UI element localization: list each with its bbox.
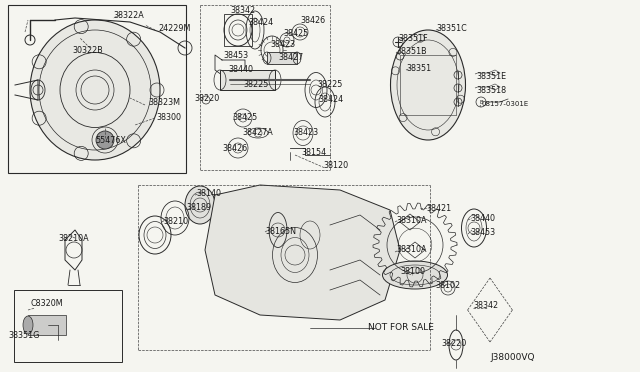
Bar bbox=[14, 290, 122, 362]
Text: 08157-0301E: 08157-0301E bbox=[482, 101, 529, 107]
Text: 38300: 38300 bbox=[156, 112, 181, 122]
Ellipse shape bbox=[185, 186, 215, 224]
Text: 38322A: 38322A bbox=[113, 10, 144, 19]
Text: 38225: 38225 bbox=[317, 80, 342, 89]
Text: 38425: 38425 bbox=[283, 29, 308, 38]
Text: 38421: 38421 bbox=[426, 203, 451, 212]
Text: 38426: 38426 bbox=[300, 16, 325, 25]
Text: 38351B: 38351B bbox=[396, 46, 427, 55]
Text: 38440: 38440 bbox=[228, 64, 253, 74]
Text: 38423: 38423 bbox=[293, 128, 318, 137]
Text: 38427A: 38427A bbox=[242, 128, 273, 137]
Text: B: B bbox=[479, 99, 483, 105]
Text: C8320M: C8320M bbox=[30, 299, 63, 308]
Text: 38424: 38424 bbox=[318, 94, 343, 103]
Text: 38100: 38100 bbox=[400, 267, 425, 276]
Text: 38426: 38426 bbox=[222, 144, 247, 153]
Text: J38000VQ: J38000VQ bbox=[490, 353, 534, 362]
Text: 38453: 38453 bbox=[223, 51, 248, 60]
Text: 38102: 38102 bbox=[435, 280, 460, 289]
Text: 38220: 38220 bbox=[441, 340, 467, 349]
Text: 38210A: 38210A bbox=[58, 234, 88, 243]
Text: 38120: 38120 bbox=[323, 160, 348, 170]
Bar bbox=[28, 315, 66, 335]
Text: 38225: 38225 bbox=[243, 80, 268, 89]
Text: 38351G: 38351G bbox=[8, 331, 40, 340]
Text: 55476X: 55476X bbox=[95, 135, 126, 144]
Bar bbox=[267, 52, 297, 64]
Text: 38310A: 38310A bbox=[396, 246, 426, 254]
Polygon shape bbox=[205, 185, 400, 320]
Text: 24229M: 24229M bbox=[158, 23, 190, 32]
Circle shape bbox=[96, 131, 114, 149]
Text: 38351E: 38351E bbox=[476, 71, 506, 80]
Text: 38425: 38425 bbox=[232, 112, 257, 122]
Ellipse shape bbox=[383, 261, 447, 289]
Text: 38323M: 38323M bbox=[148, 97, 180, 106]
Text: 38220: 38220 bbox=[194, 93, 220, 103]
Text: NOT FOR SALE: NOT FOR SALE bbox=[368, 324, 434, 333]
Text: 38342: 38342 bbox=[230, 6, 255, 15]
Ellipse shape bbox=[23, 316, 33, 334]
Text: 38440: 38440 bbox=[470, 214, 495, 222]
Text: 38165N: 38165N bbox=[265, 227, 296, 235]
Text: 38154: 38154 bbox=[301, 148, 326, 157]
Text: 38351: 38351 bbox=[406, 64, 431, 73]
Text: 38427: 38427 bbox=[278, 52, 303, 61]
Text: 38210: 38210 bbox=[163, 217, 188, 225]
Bar bbox=[224, 14, 252, 46]
Bar bbox=[220, 70, 275, 90]
Text: 38453: 38453 bbox=[470, 228, 495, 237]
Text: 38189: 38189 bbox=[186, 202, 211, 212]
Ellipse shape bbox=[390, 30, 465, 140]
Text: 38342: 38342 bbox=[473, 301, 498, 310]
Text: 383518: 383518 bbox=[476, 86, 506, 94]
Bar bbox=[8, 5, 186, 173]
Text: 38423: 38423 bbox=[270, 39, 295, 48]
Text: 38351F: 38351F bbox=[398, 33, 428, 42]
Text: 30322B: 30322B bbox=[72, 45, 103, 55]
Ellipse shape bbox=[30, 20, 160, 160]
Text: 38351C: 38351C bbox=[436, 23, 467, 32]
Text: 38310A: 38310A bbox=[396, 215, 426, 224]
Text: 38140: 38140 bbox=[196, 189, 221, 198]
Text: 38424: 38424 bbox=[248, 17, 273, 26]
